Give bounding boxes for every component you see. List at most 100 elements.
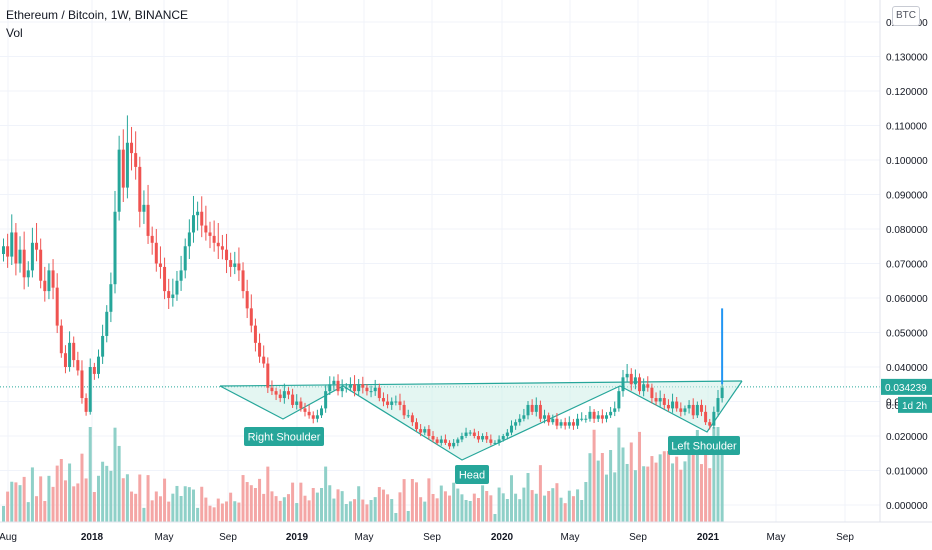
candle-body bbox=[324, 391, 328, 409]
candle-body bbox=[679, 408, 683, 412]
currency-badge[interactable]: BTC bbox=[892, 6, 920, 26]
candle-body bbox=[134, 153, 138, 167]
pattern-neckline-outline[interactable] bbox=[219, 380, 743, 461]
volume-bar bbox=[158, 496, 162, 522]
volume-bar bbox=[712, 427, 716, 522]
volume-bar bbox=[84, 478, 88, 522]
candle-body bbox=[427, 429, 431, 436]
candle-body bbox=[538, 404, 542, 419]
volume-bar bbox=[315, 492, 319, 522]
volume-bar bbox=[675, 456, 679, 522]
volume-bar bbox=[654, 462, 658, 522]
time-tick-label: May bbox=[355, 532, 374, 543]
volume-bar bbox=[666, 451, 670, 522]
candle-body bbox=[423, 429, 427, 433]
neckline[interactable] bbox=[219, 380, 743, 387]
candle-body bbox=[253, 325, 257, 343]
volume-bar bbox=[406, 511, 410, 522]
time-tick-label: 2019 bbox=[286, 532, 309, 543]
volume-indicator-label[interactable]: Vol bbox=[6, 26, 23, 40]
candle-body bbox=[435, 439, 439, 443]
volume-bar bbox=[295, 503, 299, 522]
volume-bar bbox=[662, 451, 666, 522]
price-axis[interactable]: 0.1400000.1300000.1200000.1100000.100000… bbox=[879, 0, 928, 522]
candle-body bbox=[26, 270, 30, 278]
candle-body bbox=[683, 408, 687, 412]
volume-bar bbox=[340, 491, 344, 522]
candle-body bbox=[514, 422, 518, 426]
candle-body bbox=[369, 391, 373, 393]
candle-body bbox=[600, 415, 604, 419]
candle-body bbox=[353, 384, 357, 392]
candle-body bbox=[365, 387, 369, 392]
volume-bar bbox=[282, 497, 286, 522]
candle-body bbox=[588, 411, 592, 419]
volume-bar bbox=[307, 500, 311, 522]
candle-body bbox=[642, 384, 646, 392]
candle-body bbox=[687, 404, 691, 409]
candle-body bbox=[493, 442, 497, 444]
time-tick-label: Aug bbox=[0, 532, 17, 543]
candle-body bbox=[394, 401, 398, 403]
candle-body bbox=[101, 335, 105, 357]
candle-body bbox=[481, 436, 485, 440]
candle-body bbox=[68, 342, 72, 367]
volume-bar bbox=[505, 499, 509, 522]
candle-body bbox=[584, 418, 588, 420]
volume-bar bbox=[431, 494, 435, 522]
volume-bar bbox=[220, 503, 224, 522]
candle-body bbox=[675, 401, 679, 409]
candle-body bbox=[258, 342, 262, 357]
volume-bar bbox=[625, 463, 629, 522]
volume-bars bbox=[2, 427, 724, 522]
volume-bar bbox=[472, 493, 476, 522]
volume-bar bbox=[187, 487, 191, 522]
candle-body bbox=[183, 246, 187, 271]
candle-body bbox=[208, 232, 212, 236]
volume-bar bbox=[266, 466, 270, 522]
candle-body bbox=[386, 401, 390, 405]
candle-body bbox=[262, 356, 266, 364]
volume-bar bbox=[402, 479, 406, 522]
volume-bar bbox=[489, 495, 493, 522]
candle-body bbox=[84, 398, 88, 412]
current-price-text: 0.034239 bbox=[885, 383, 927, 394]
volume-bar bbox=[361, 499, 365, 522]
volume-bar bbox=[695, 430, 699, 522]
candle-body bbox=[530, 404, 534, 412]
candle-body bbox=[497, 439, 501, 443]
head-and-shoulders-pattern[interactable] bbox=[219, 380, 743, 461]
candle-body bbox=[704, 411, 708, 423]
volume-bar bbox=[96, 475, 100, 522]
volume-bar bbox=[68, 463, 72, 522]
volume-bar bbox=[245, 482, 249, 522]
candle-body bbox=[274, 391, 278, 395]
pattern-label-bg bbox=[244, 427, 324, 446]
volume-bar bbox=[658, 454, 662, 522]
volume-bar bbox=[530, 490, 534, 522]
candle-body bbox=[163, 266, 167, 292]
volume-bar bbox=[191, 489, 195, 522]
volume-bar bbox=[464, 500, 468, 522]
candle-body bbox=[282, 391, 286, 399]
price-tick-label: 0.050000 bbox=[886, 329, 928, 340]
volume-bar bbox=[105, 465, 109, 522]
candle-body bbox=[241, 270, 245, 292]
candle-body bbox=[489, 439, 493, 443]
volume-bar bbox=[547, 491, 551, 522]
volume-bar bbox=[92, 492, 96, 522]
candle-body bbox=[55, 287, 59, 326]
symbol-title[interactable]: Ethereum / Bitcoin, 1W, BINANCE bbox=[6, 8, 189, 22]
volume-bar bbox=[258, 478, 262, 522]
countdown-tag bbox=[898, 396, 932, 413]
time-axis[interactable]: Aug 2018 May Sep 2019 May Sep 2020 May Sep 2021 May… bbox=[0, 521, 932, 543]
volume-bar bbox=[419, 497, 423, 522]
volume-bar bbox=[394, 513, 398, 522]
candle-body bbox=[311, 415, 315, 419]
volume-bar bbox=[514, 493, 518, 522]
time-tick-label: May bbox=[561, 532, 580, 543]
candle-body bbox=[278, 394, 282, 399]
candle-body bbox=[357, 384, 361, 392]
volume-bar bbox=[518, 499, 522, 522]
